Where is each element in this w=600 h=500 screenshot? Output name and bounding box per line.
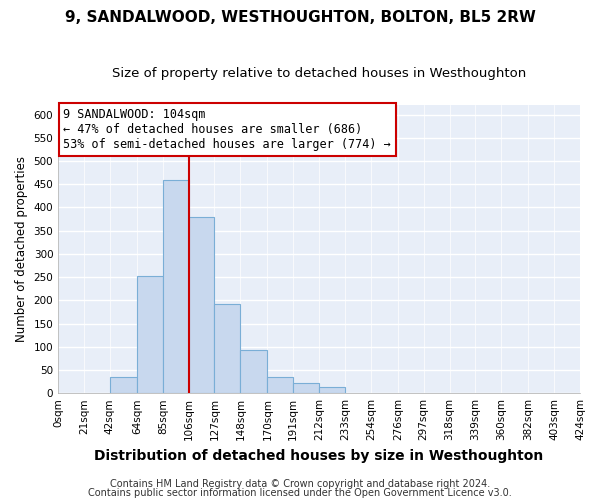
Title: Size of property relative to detached houses in Westhoughton: Size of property relative to detached ho… xyxy=(112,68,526,80)
Text: 9, SANDALWOOD, WESTHOUGHTON, BOLTON, BL5 2RW: 9, SANDALWOOD, WESTHOUGHTON, BOLTON, BL5… xyxy=(65,10,535,25)
Text: 9 SANDALWOOD: 104sqm
← 47% of detached houses are smaller (686)
53% of semi-deta: 9 SANDALWOOD: 104sqm ← 47% of detached h… xyxy=(64,108,391,151)
Text: Contains HM Land Registry data © Crown copyright and database right 2024.: Contains HM Land Registry data © Crown c… xyxy=(110,479,490,489)
Bar xyxy=(241,350,268,393)
Bar xyxy=(110,377,137,393)
Bar xyxy=(319,387,345,393)
Y-axis label: Number of detached properties: Number of detached properties xyxy=(15,156,28,342)
Bar xyxy=(163,180,188,393)
X-axis label: Distribution of detached houses by size in Westhoughton: Distribution of detached houses by size … xyxy=(94,448,544,462)
Bar xyxy=(188,216,214,393)
Text: Contains public sector information licensed under the Open Government Licence v3: Contains public sector information licen… xyxy=(88,488,512,498)
Bar xyxy=(293,383,319,393)
Bar xyxy=(268,377,293,393)
Bar xyxy=(137,276,163,393)
Bar xyxy=(214,304,241,393)
